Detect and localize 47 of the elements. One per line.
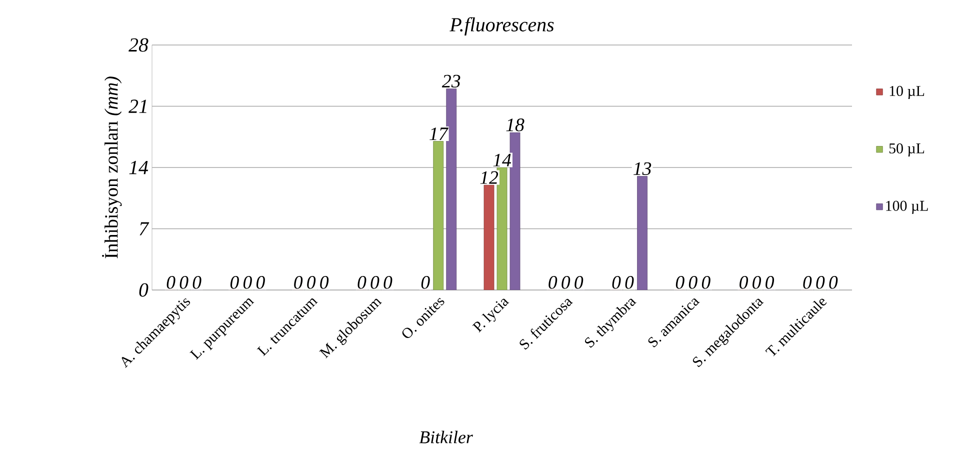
bar xyxy=(637,176,648,290)
data-label: 0 xyxy=(294,276,303,289)
y-tick-label: 28 xyxy=(128,38,148,52)
data-label: 0 xyxy=(676,276,684,289)
data-label: 0 xyxy=(192,276,202,289)
y-tick-label: 0 xyxy=(139,283,148,297)
data-label: 0 xyxy=(358,276,366,289)
data-label: 23 xyxy=(442,74,460,88)
data-label: 0 xyxy=(816,276,825,289)
data-label: 0 xyxy=(752,276,762,289)
data-label: 17 xyxy=(430,128,448,140)
y-axis-title: İnhibisyon zonları (mm) xyxy=(102,76,122,258)
data-label: 0 xyxy=(256,276,265,289)
x-tick-label: P. lycia xyxy=(472,298,510,332)
data-label: 0 xyxy=(243,276,252,289)
data-label: 0 xyxy=(180,276,188,289)
data-label: 0 xyxy=(548,276,558,289)
y-tick-label: 14 xyxy=(129,160,148,174)
data-label: 14 xyxy=(493,154,512,166)
data-label: 0 xyxy=(702,276,710,289)
data-label: 0 xyxy=(421,276,430,289)
x-axis-title: Bitkiler xyxy=(419,430,473,444)
data-label: 0 xyxy=(307,276,316,289)
legend-label: 10 µL xyxy=(890,86,924,100)
data-label: 0 xyxy=(370,276,380,289)
data-label: 0 xyxy=(562,276,570,289)
data-label: 0 xyxy=(230,276,239,289)
data-label: 0 xyxy=(829,276,838,289)
legend-label: 50 µL xyxy=(889,143,924,156)
data-label: 0 xyxy=(803,276,812,289)
data-label: 0 xyxy=(688,276,698,289)
y-tick-label: 7 xyxy=(140,222,150,236)
data-label: 0 xyxy=(320,276,329,289)
legend-label: 100 µL xyxy=(886,200,928,214)
data-label: 0 xyxy=(384,276,392,289)
data-label: 0 xyxy=(740,276,748,289)
data-label: 18 xyxy=(506,118,524,132)
data-label: 13 xyxy=(633,162,652,176)
data-label: 0 xyxy=(574,276,584,289)
chart-title: P.fluorescens xyxy=(450,17,554,36)
data-label: 12 xyxy=(480,171,498,184)
data-label: 0 xyxy=(766,276,774,289)
bar xyxy=(433,141,444,290)
y-tick-label: 21 xyxy=(128,100,146,113)
data-label: 0 xyxy=(166,276,176,289)
data-label: 0 xyxy=(612,276,621,289)
data-label: 0 xyxy=(625,276,634,289)
